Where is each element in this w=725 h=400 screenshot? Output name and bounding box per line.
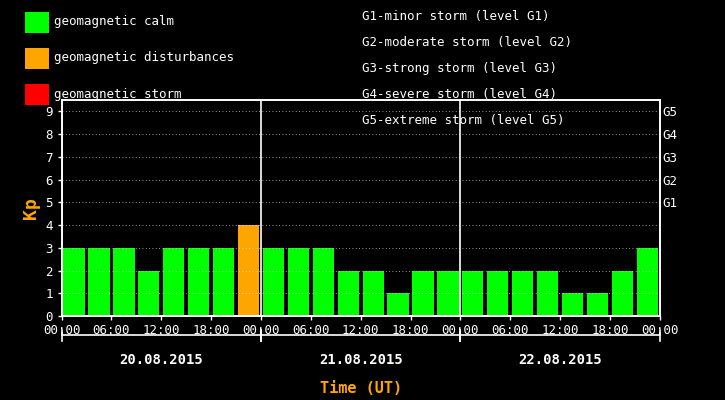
- Bar: [163, 248, 184, 316]
- Bar: [487, 270, 508, 316]
- Bar: [288, 248, 309, 316]
- Bar: [113, 248, 135, 316]
- Text: 20.08.2015: 20.08.2015: [120, 353, 203, 367]
- Bar: [88, 248, 109, 316]
- Text: geomagnetic disturbances: geomagnetic disturbances: [54, 52, 234, 64]
- Bar: [238, 225, 259, 316]
- Text: G5-extreme storm (level G5): G5-extreme storm (level G5): [362, 114, 565, 127]
- Bar: [562, 293, 583, 316]
- Bar: [138, 270, 160, 316]
- Bar: [312, 248, 334, 316]
- Text: Time (UT): Time (UT): [320, 381, 402, 396]
- Y-axis label: Kp: Kp: [22, 197, 40, 219]
- Bar: [263, 248, 284, 316]
- Bar: [413, 270, 434, 316]
- Bar: [213, 248, 234, 316]
- Text: G3-strong storm (level G3): G3-strong storm (level G3): [362, 62, 558, 75]
- Bar: [437, 270, 458, 316]
- Bar: [387, 293, 409, 316]
- Bar: [188, 248, 210, 316]
- Bar: [338, 270, 359, 316]
- Bar: [362, 270, 384, 316]
- Bar: [512, 270, 534, 316]
- Text: 22.08.2015: 22.08.2015: [518, 353, 602, 367]
- Bar: [64, 248, 85, 316]
- Bar: [637, 248, 658, 316]
- Bar: [537, 270, 558, 316]
- Bar: [612, 270, 633, 316]
- Bar: [587, 293, 608, 316]
- Text: G1-minor storm (level G1): G1-minor storm (level G1): [362, 10, 550, 23]
- Text: geomagnetic storm: geomagnetic storm: [54, 88, 182, 100]
- Text: G2-moderate storm (level G2): G2-moderate storm (level G2): [362, 36, 573, 49]
- Bar: [463, 270, 484, 316]
- Text: geomagnetic calm: geomagnetic calm: [54, 16, 175, 28]
- Text: 21.08.2015: 21.08.2015: [319, 353, 402, 367]
- Text: G4-severe storm (level G4): G4-severe storm (level G4): [362, 88, 558, 101]
